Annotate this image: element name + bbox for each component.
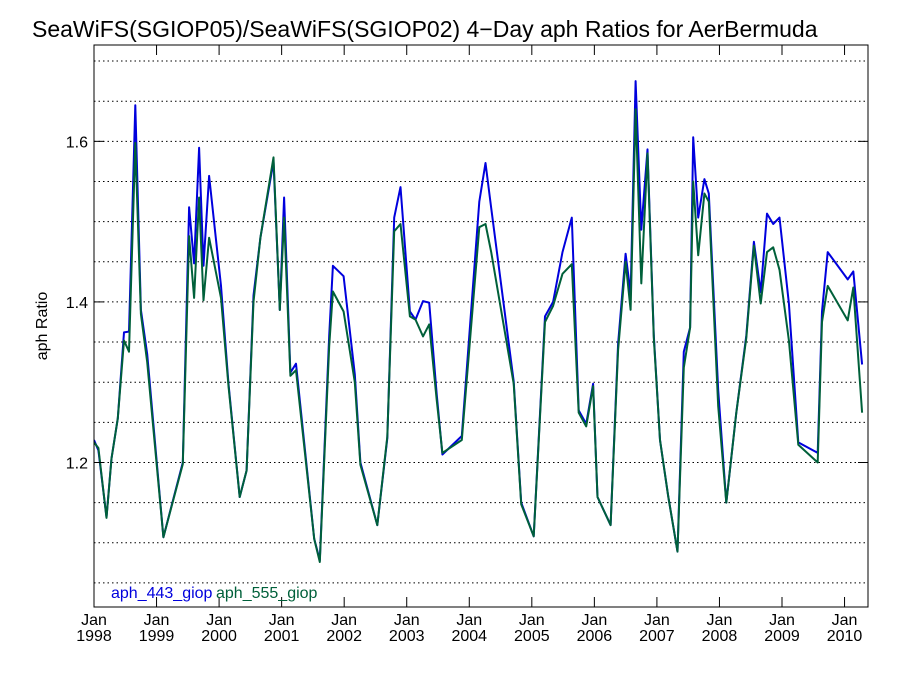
x-tick-year-label: 2010 bbox=[827, 628, 863, 645]
x-tick-year-label: 2008 bbox=[702, 628, 738, 645]
plot-frame bbox=[93, 44, 869, 608]
x-tick-month-label: Jan bbox=[331, 612, 357, 629]
x-tick-year-label: 2009 bbox=[764, 628, 800, 645]
x-tick-month-label: Jan bbox=[394, 612, 420, 629]
x-tick-year-label: 2003 bbox=[389, 628, 425, 645]
legend-entry-aph_443_giop: aph_443_giop bbox=[111, 585, 213, 602]
y-tick-label: 1.4 bbox=[66, 295, 88, 312]
legend: aph_443_giop aph_555_giop bbox=[111, 585, 318, 602]
x-tick-year-label: 2007 bbox=[639, 628, 675, 645]
x-tick-month-label: Jan bbox=[832, 612, 858, 629]
y-axis: 1.2 1.4 1.6 bbox=[66, 134, 868, 472]
series-line-aph_555_giop bbox=[94, 108, 864, 563]
y-tick-label: 1.6 bbox=[66, 134, 88, 151]
y-axis-label: aph Ratio bbox=[34, 292, 51, 361]
x-tick-month-label: Jan bbox=[206, 612, 232, 629]
x-tick-year-label: 1998 bbox=[76, 628, 112, 645]
grid-lines bbox=[94, 60, 868, 584]
x-tick-year-label: 2004 bbox=[451, 628, 487, 645]
x-tick-month-label: Jan bbox=[269, 612, 295, 629]
x-tick-year-label: 2000 bbox=[201, 628, 237, 645]
series-lines bbox=[94, 80, 864, 563]
x-tick-year-label: 1999 bbox=[139, 628, 175, 645]
x-tick-month-label: Jan bbox=[519, 612, 545, 629]
x-tick-year-label: 2005 bbox=[514, 628, 550, 645]
legend-entry-aph_555_giop: aph_555_giop bbox=[216, 585, 318, 602]
x-tick-month-label: Jan bbox=[456, 612, 482, 629]
x-axis: Jan1998Jan1999Jan2000Jan2001Jan2002Jan20… bbox=[76, 45, 862, 645]
x-tick-month-label: Jan bbox=[644, 612, 670, 629]
x-tick-month-label: Jan bbox=[707, 612, 733, 629]
x-tick-year-label: 2002 bbox=[326, 628, 362, 645]
x-tick-year-label: 2001 bbox=[264, 628, 300, 645]
x-tick-month-label: Jan bbox=[81, 612, 107, 629]
x-tick-year-label: 2006 bbox=[577, 628, 613, 645]
x-tick-month-label: Jan bbox=[769, 612, 795, 629]
chart-title: SeaWiFS(SGIOP05)/SeaWiFS(SGIOP02) 4−Day … bbox=[32, 16, 818, 42]
x-tick-month-label: Jan bbox=[581, 612, 607, 629]
y-tick-label: 1.2 bbox=[66, 455, 88, 472]
x-tick-month-label: Jan bbox=[144, 612, 170, 629]
